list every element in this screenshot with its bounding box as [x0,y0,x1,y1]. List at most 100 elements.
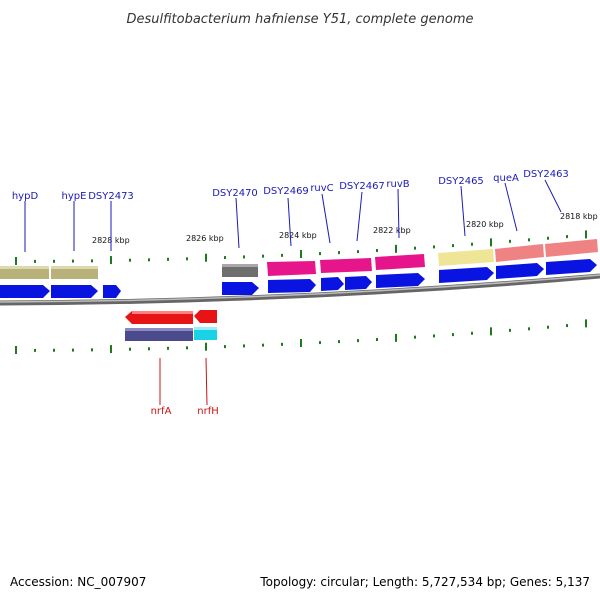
scale-tick-minor [243,255,245,259]
map-title: Desulfitobacterium hafniense Y51, comple… [126,12,473,27]
feature-DSY2463[interactable] [545,239,598,257]
scale-tick-minor [338,251,340,255]
scale-tick-minor [72,348,74,352]
feature-DSY2469[interactable] [267,261,316,276]
gene-label[interactable]: queA [493,173,519,184]
cds-arrow-queA[interactable] [496,263,544,279]
scale-tick-minor [547,325,549,329]
scale-tick-minor [148,258,150,262]
gene-label[interactable]: DSY2467 [339,181,385,192]
scale-tick-minor [72,259,74,263]
gene-labels-forward: hypD hypE DSY2473 DSY2470 DSY2469 ruvC D… [12,169,569,202]
scale-tick-minor [338,340,340,344]
feature-queA[interactable] [495,244,544,262]
cds-arrow-DSY2469[interactable] [268,279,316,293]
scale-tick-minor [547,236,549,240]
gene-label[interactable]: ruvC [310,183,333,194]
scale-tick-minor [186,346,188,350]
gene-label[interactable]: hypE [62,191,87,202]
scale-tick-minor [224,256,226,260]
scale-tick-major [15,256,17,265]
accession-text: Accession: NC_007907 [10,575,147,589]
scale-tick-minor [433,245,435,249]
gene-label[interactable]: DSY2473 [88,191,134,202]
cds-arrow-nrfH[interactable] [194,310,217,323]
gene-label[interactable]: nrfH [197,406,219,417]
gene-label[interactable]: DSY2463 [523,169,569,180]
feature-DSY2465[interactable] [438,249,494,266]
cds-track-forward [0,259,597,298]
cds-arrow-DSY2463[interactable] [546,259,597,275]
gene-label[interactable]: DSY2469 [263,186,309,197]
cds-arrow-hypE[interactable] [51,285,98,298]
feature-highlight [194,327,217,330]
cds-arrow-hypD[interactable] [0,285,50,298]
scale-tick-major [490,238,492,247]
scale-tick-minor [452,333,454,337]
scale-tick-minor [53,259,55,263]
scale-tick-minor [509,328,511,332]
scale-tick-major [205,253,207,262]
scale-tick-minor [433,334,435,338]
scale-tick-minor [148,347,150,351]
scale-ticks-top [15,230,587,265]
gene-leader-lines-forward [24,179,562,252]
genome-backbone [0,273,600,306]
scale-tick-minor [509,239,511,243]
scale-tick-major [110,256,112,265]
scale-tick-minor [376,249,378,253]
feature-hypD[interactable] [0,266,49,279]
cds-arrow-ruvB[interactable] [376,273,425,288]
feature-hypE[interactable] [51,266,98,279]
feature-nrfA[interactable] [125,328,193,341]
scale-tick-minor [281,342,283,346]
gene-label[interactable]: DSY2465 [438,176,484,187]
scale-tick-minor [243,344,245,348]
scale-tick-minor [471,331,473,335]
scale-tick-minor [91,348,93,352]
coordinate-label: 2826 kbp [186,234,224,243]
cds-track-reverse [125,310,217,324]
gene-labels-reverse: nrfA nrfH [151,406,219,417]
scale-tick-minor [281,253,283,257]
scale-tick-minor [34,259,36,263]
coordinate-label: 2822 kbp [373,226,411,235]
scale-tick-minor [452,244,454,248]
feature-highlight [51,266,98,269]
coordinate-label: 2820 kbp [466,220,504,229]
feature-highlight [125,328,193,331]
gene-label[interactable]: nrfA [151,406,172,417]
leader-line-ruvB [397,188,400,239]
cds-arrow-DSY2467[interactable] [345,276,372,290]
cds-arrow-DSY2465[interactable] [439,267,494,283]
gene-label[interactable]: hypD [12,191,39,202]
scale-tick-minor [357,250,359,254]
scale-tick-major [395,244,397,253]
gene-leader-lines-reverse [159,357,208,406]
feature-highlight [0,266,49,269]
feature-DSY2470[interactable] [222,264,258,277]
scale-tick-minor [528,327,530,331]
gene-label[interactable]: ruvB [386,179,409,190]
feature-highlight [132,311,193,314]
feature-ruvC-DSY2467[interactable] [320,258,372,273]
leader-line-DSY2470 [235,197,240,249]
leader-line-nrfH [205,357,208,406]
cds-arrow-nrfA[interactable] [125,311,193,324]
cds-arrow-ruvC[interactable] [321,277,344,291]
cds-arrow-DSY2473[interactable] [103,285,121,298]
scale-tick-major [585,319,587,328]
scale-tick-minor [471,242,473,246]
scale-tick-major [395,333,397,342]
gene-label[interactable]: DSY2470 [212,188,258,199]
scale-tick-minor [167,257,169,261]
scale-tick-minor [414,246,416,250]
scale-tick-minor [186,257,188,261]
feature-ruvB[interactable] [375,254,425,270]
scale-tick-major [490,327,492,336]
coordinate-label: 2824 kbp [279,231,317,240]
feature-nrfH[interactable] [194,327,217,340]
coordinate-labels: 2828 kbp 2826 kbp 2824 kbp 2822 kbp 2820… [92,212,598,245]
cds-arrow-DSY2470[interactable] [222,282,259,295]
scale-tick-minor [414,335,416,339]
